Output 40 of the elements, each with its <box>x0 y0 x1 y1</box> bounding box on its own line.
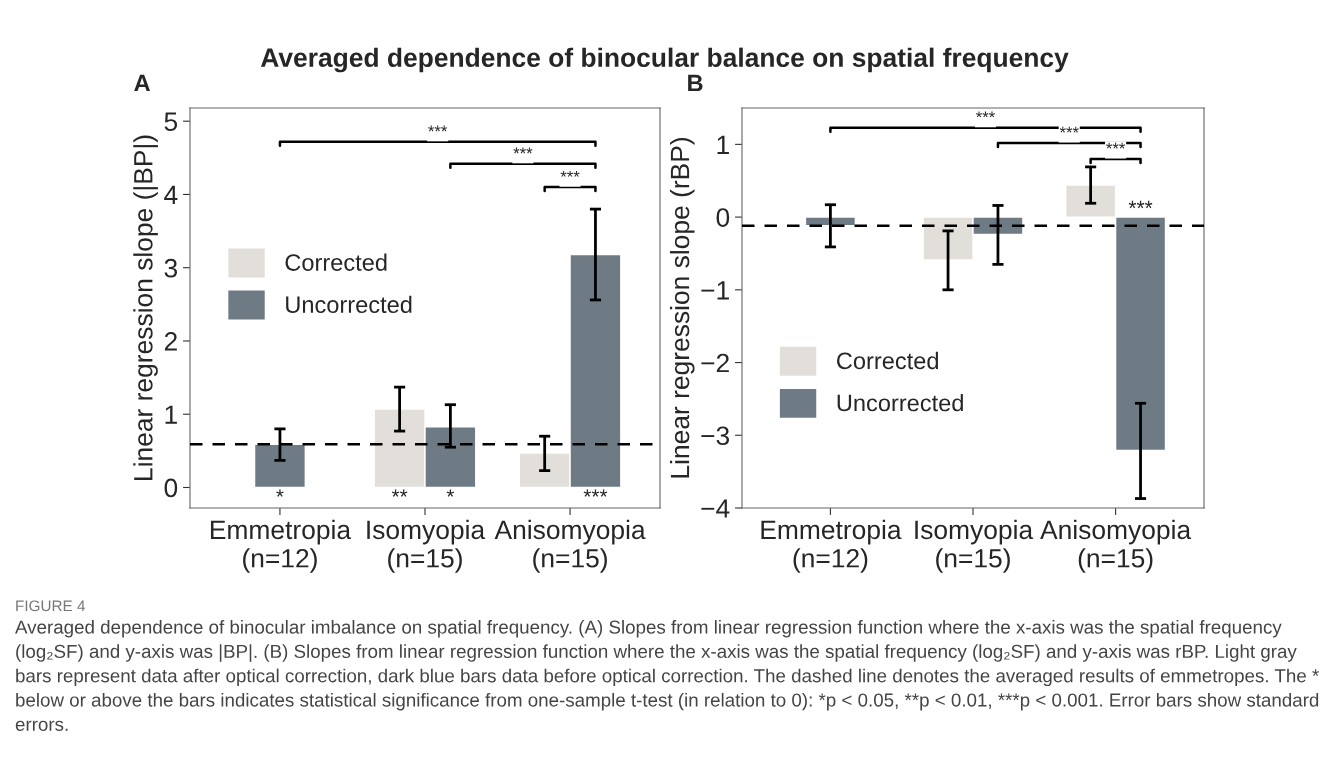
y-tick-label: 3 <box>164 258 178 278</box>
legend-label: Corrected <box>837 351 938 370</box>
y-tick-label: −3 <box>701 426 730 446</box>
y-tick-label: 1 <box>717 135 729 154</box>
y-tick-label: 1 <box>165 405 177 424</box>
annotation: *** <box>428 125 448 132</box>
annotation: *** <box>1059 126 1079 133</box>
x-tick-label: Isomyopia (n=15) <box>367 519 486 573</box>
y-tick-label: −1 <box>701 281 729 300</box>
legend-label: Corrected <box>285 253 387 271</box>
text: A <box>134 74 151 92</box>
legend-label: Uncorrected <box>286 295 412 314</box>
x-tick-label: Anisomyopia (n=15) <box>494 519 646 573</box>
annotation: ** <box>391 489 408 497</box>
y-tick-label: 5 <box>164 112 178 132</box>
annotation: *** <box>976 111 995 118</box>
y-axis-title: Linear regression slope (|BP|) <box>133 135 158 480</box>
y-tick-label: 4 <box>164 185 178 205</box>
x-tick-label: Anisomyopia (n=15) <box>1040 519 1192 573</box>
x-tick-label: Emmetropia (n=12) <box>210 519 352 573</box>
text: Averaged dependence of binocular imbalance on spatial frequency. (A) Slopes from linear regression function where the x-axis was the spatial frequency (log₂SF) and y-axis was |BP|. (B) Slopes from linear regression function where the x-axis was the spatial frequency (log₂SF) and y-axis was rBP. Light gray bars represent data after optical correction, dark blue bars data before optical correction. The dashed line denotes the averaged results of emmetropes. The * below or above the bars indicates statistical significance from one-sample t-test (in relation to 0): *p < 0.05, **p < 0.01, ***p < 0.001. Error bars show standard errors. <box>15 620 1319 731</box>
caption: FIGURE 4 <box>16 600 86 612</box>
y-axis-title: Linear regression slope (rBP) <box>669 138 695 478</box>
annotation: * <box>276 489 284 497</box>
y-tick-label: 0 <box>716 208 730 227</box>
text: B <box>688 74 703 92</box>
annotation: *** <box>1128 200 1153 209</box>
y-tick-label: −2 <box>701 353 729 373</box>
annotation: *** <box>583 489 608 497</box>
legend-label: Uncorrected <box>837 394 963 412</box>
y-tick-label: −4 <box>701 499 730 518</box>
annotation: *** <box>1106 142 1126 149</box>
x-tick-label: Emmetropia (n=12) <box>761 519 902 573</box>
x-tick-label: Isomyopia (n=15) <box>915 519 1034 573</box>
y-tick-label: 0 <box>164 478 178 498</box>
annotation: * <box>446 489 455 497</box>
y-tick-label: 2 <box>164 332 177 351</box>
annotation: *** <box>560 171 580 177</box>
chart-title: Averaged dependence of binocular balance on spatial frequency <box>260 47 1069 73</box>
annotation: *** <box>513 147 533 154</box>
